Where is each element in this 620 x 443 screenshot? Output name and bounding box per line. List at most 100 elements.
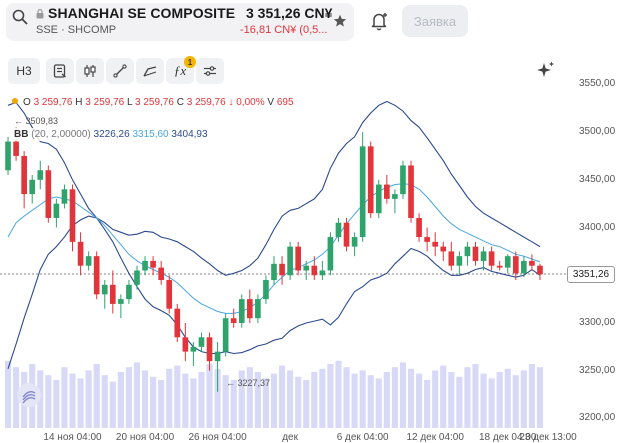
ticker-selector[interactable] [6, 3, 354, 41]
candle-body [166, 280, 173, 309]
candle-body [496, 265, 503, 268]
candle-body [327, 237, 334, 271]
volume-bar [174, 365, 181, 428]
candle-body [222, 318, 229, 352]
volume-bar [278, 365, 286, 428]
volume-bar [335, 360, 342, 428]
bollinger-legend[interactable]: BB (20, 2,00000) 3226,26 3315,60 3404,93 [12, 128, 210, 141]
header: SHANGHAI SE COMPOSITE SSE · SHCOMP 3 351… [0, 0, 620, 44]
candles-icon [84, 65, 96, 77]
exchange-symbol: SSE · SHCOMP [36, 24, 117, 36]
candle-body [5, 141, 11, 171]
candle-body [529, 260, 535, 266]
candle-body [488, 251, 495, 266]
volume-bar [214, 368, 221, 428]
volume-bar [399, 362, 407, 428]
candle-body [61, 189, 68, 204]
time-tick-label: 20 ноя 04:00 [115, 432, 175, 443]
candle-body [424, 237, 430, 242]
volume-bar [246, 367, 253, 428]
volume-bar [141, 370, 149, 428]
trend-button[interactable] [136, 58, 164, 84]
candle-body [37, 170, 44, 180]
candle-body [29, 179, 36, 195]
ohlc-legend: O 3 259,76 H 3 259,76 L 3 259,76 C 3 259… [12, 97, 294, 108]
volume-bar [496, 372, 503, 428]
order-button[interactable]: Заявка [402, 5, 468, 37]
price-tick-label: 3200,00 [579, 412, 616, 424]
candle-body [53, 203, 60, 218]
volume-bar [198, 372, 205, 428]
bb-mid-line [7, 183, 541, 314]
volume-bar [190, 378, 197, 428]
volume-bar [472, 364, 479, 428]
volume-bar [424, 380, 431, 428]
volume-bar [61, 367, 68, 428]
volume-bar [270, 373, 278, 428]
volume-bar [536, 367, 544, 428]
time-tick-label: 6 дек 04:00 [336, 432, 389, 443]
candle-body [295, 246, 301, 271]
candle-body [440, 246, 447, 252]
candle-body [384, 184, 390, 199]
candle-body [456, 256, 463, 266]
volume-bar [77, 378, 84, 428]
volume-bar [150, 376, 157, 428]
ai-assistant-button[interactable] [532, 58, 558, 84]
trend-icon [143, 66, 157, 77]
volume-bar [13, 367, 20, 428]
time-tick-label: дек [282, 432, 298, 443]
volume-bar [158, 380, 165, 428]
candle-body [432, 241, 439, 247]
time-tick-label: 26 ноя 04:00 [188, 432, 247, 443]
candle-body [230, 318, 237, 323]
volume-bar [512, 375, 519, 428]
candle-body [319, 270, 326, 276]
candle-body [311, 265, 318, 276]
volume-bar [504, 368, 511, 428]
candle-body [69, 189, 76, 242]
candle-body [472, 246, 479, 261]
volume-bar [464, 367, 471, 428]
candle-body [335, 222, 342, 238]
candle-body [416, 217, 422, 238]
volume-bar [303, 380, 310, 428]
candle-body [247, 299, 253, 319]
search-icon[interactable] [12, 9, 28, 25]
volume-bar [488, 378, 495, 428]
volume-bar [383, 372, 390, 428]
time-tick-label: 23 дек 13:00 [519, 432, 577, 443]
volume-bar [93, 364, 100, 428]
interval-button[interactable]: H3 [8, 58, 40, 84]
candle-body [504, 256, 511, 268]
volume-bar [37, 370, 44, 428]
volume-bar [295, 376, 302, 428]
ticker-name: SHANGHAI SE COMPOSITE [48, 5, 236, 21]
candle-body [190, 346, 197, 352]
volume-bar [53, 380, 60, 428]
candle-body [480, 251, 487, 261]
candle-body [118, 299, 124, 304]
volume-bar [133, 362, 141, 428]
price-tick-label: 3550,00 [579, 78, 616, 90]
volume-bar [528, 364, 535, 428]
volume-bar [69, 373, 76, 428]
note-button[interactable] [46, 58, 74, 84]
candle-body [367, 146, 374, 214]
candle-body [263, 280, 269, 300]
volume-bar [359, 370, 366, 428]
candle-body [150, 260, 156, 268]
price-tick-label: 3500,00 [579, 126, 616, 138]
price-tick-label: 3300,00 [579, 316, 616, 328]
volume-bar [117, 372, 124, 428]
draw-button[interactable] [106, 58, 134, 84]
star-icon[interactable] [333, 14, 347, 28]
volume-bar [311, 372, 318, 428]
candle-body [142, 260, 148, 271]
alert-bell-icon[interactable] [366, 8, 392, 34]
volume-bar [351, 373, 358, 428]
chart-type-button[interactable] [76, 58, 104, 84]
settings-button[interactable] [196, 58, 224, 84]
price-change: -16,81 CN¥ (0,5... [240, 24, 328, 36]
